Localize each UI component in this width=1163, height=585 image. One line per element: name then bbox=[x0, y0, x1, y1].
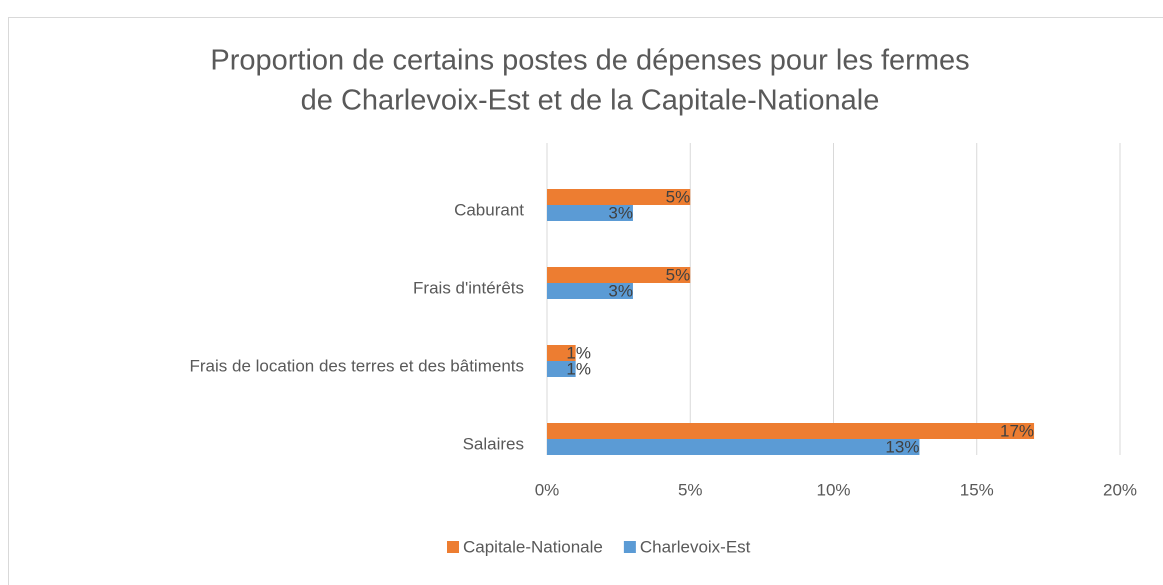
y-tick-label: Frais de location des terres et des bâti… bbox=[190, 356, 525, 375]
value-label: 13% bbox=[885, 437, 919, 456]
x-tick-label: 15% bbox=[960, 480, 994, 499]
x-tick-label: 10% bbox=[816, 480, 850, 499]
value-label: 5% bbox=[666, 187, 691, 206]
bar bbox=[547, 267, 691, 283]
x-tick-label: 5% bbox=[678, 480, 703, 499]
legend-label: Charlevoix-Est bbox=[640, 537, 751, 556]
value-label: 3% bbox=[608, 203, 633, 222]
x-tick-label: 20% bbox=[1103, 480, 1137, 499]
y-tick-label: Frais d'intérêts bbox=[413, 278, 524, 297]
bar bbox=[547, 189, 691, 205]
chart-border bbox=[8, 17, 1163, 585]
value-label: 1% bbox=[566, 343, 591, 362]
bar bbox=[547, 439, 920, 455]
y-tick-label: Caburant bbox=[454, 200, 524, 219]
value-label: 17% bbox=[1000, 421, 1034, 440]
bar bbox=[547, 345, 576, 361]
x-tick-label: 0% bbox=[535, 480, 560, 499]
bar bbox=[547, 283, 633, 299]
value-label: 1% bbox=[566, 359, 591, 378]
bar bbox=[547, 361, 576, 377]
legend-swatch bbox=[447, 541, 459, 553]
chart-title: de Charlevoix-Est et de la Capitale-Nati… bbox=[301, 85, 880, 117]
y-tick-label: Salaires bbox=[463, 434, 524, 453]
bar bbox=[547, 205, 633, 221]
legend-swatch bbox=[623, 541, 636, 553]
bar bbox=[547, 423, 1035, 439]
value-label: 3% bbox=[608, 281, 633, 300]
chart-title: Proportion de certains postes de dépense… bbox=[210, 45, 969, 77]
legend-label: Capitale-Nationale bbox=[463, 537, 603, 556]
value-label: 5% bbox=[666, 265, 691, 284]
